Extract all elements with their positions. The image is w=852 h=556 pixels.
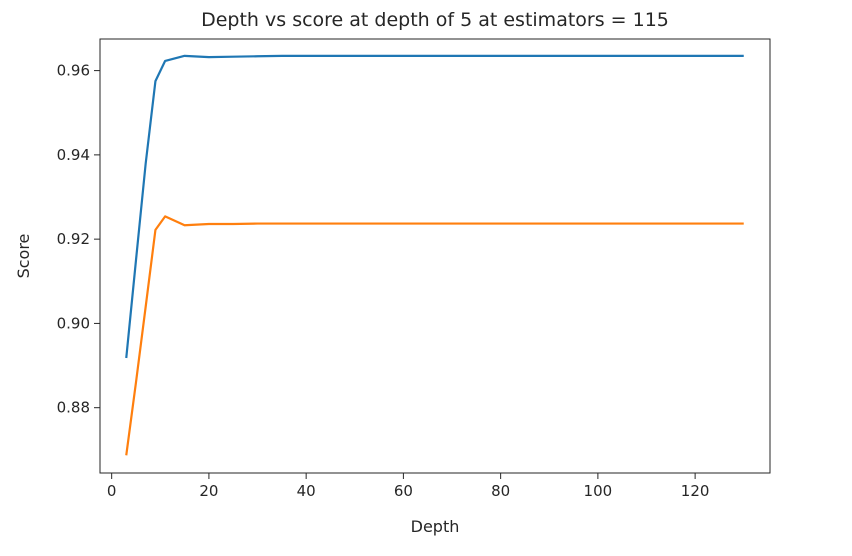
x-tick-label: 80 <box>491 482 510 500</box>
plot-area <box>99 38 771 474</box>
y-axis: 0.88 0.90 0.92 0.94 0.96 <box>57 62 100 417</box>
x-tick-label: 40 <box>297 482 316 500</box>
x-tick-label: 60 <box>394 482 413 500</box>
series-line-1 <box>125 54 744 359</box>
series-line-2 <box>125 215 744 456</box>
x-tick-label: 120 <box>681 482 710 500</box>
y-tick-label: 0.90 <box>57 314 90 332</box>
y-tick-label: 0.94 <box>57 146 90 164</box>
x-tick-label: 20 <box>199 482 218 500</box>
x-tick-label: 0 <box>107 482 117 500</box>
plot-frame <box>99 38 771 474</box>
x-tick-label: 100 <box>584 482 613 500</box>
y-axis-label: Score <box>14 234 33 279</box>
y-tick-label: 0.92 <box>57 230 90 248</box>
chart-title: Depth vs score at depth of 5 at estimato… <box>201 9 669 31</box>
x-axis: 0 20 40 60 80 100 120 <box>107 473 710 500</box>
y-tick-label: 0.88 <box>57 399 90 417</box>
y-tick-label: 0.96 <box>57 62 90 80</box>
series-layer <box>125 54 744 456</box>
x-axis-label: Depth <box>411 517 460 536</box>
